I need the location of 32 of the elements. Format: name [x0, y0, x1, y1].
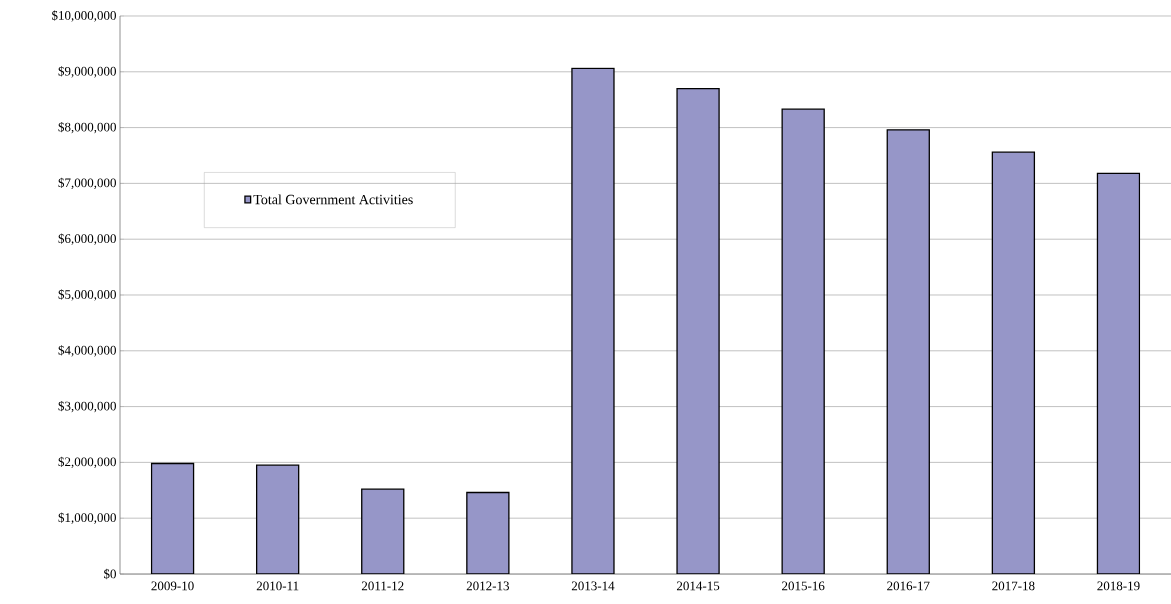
bar [991, 151, 1036, 574]
x-tick-label: 2018-19 [1097, 581, 1140, 591]
bar [886, 129, 930, 574]
bar [466, 491, 510, 574]
x-tick-label: 2010-11 [256, 581, 299, 591]
x-tick-label: 2015-16 [782, 581, 825, 591]
x-tick-label: 2012-13 [466, 581, 510, 591]
bar [255, 464, 300, 574]
x-tick-label: 2016-17 [887, 581, 930, 591]
bar [781, 108, 825, 574]
x-tick-label: 2014-15 [676, 581, 720, 591]
y-tick-label: $5,000,000 [58, 289, 116, 301]
y-tick-label: $7,000,000 [58, 177, 116, 190]
legend-label: Total Government Activities [253, 194, 413, 205]
bar [1096, 172, 1141, 574]
bar [676, 87, 720, 574]
y-tick-label: $0 [104, 568, 116, 580]
y-tick-label: $8,000,000 [58, 121, 116, 134]
y-tick-label: $10,000,000 [52, 10, 116, 22]
y-tick-label: $3,000,000 [58, 400, 116, 413]
y-tick-label: $4,000,000 [58, 345, 116, 357]
bar [361, 488, 405, 574]
bar [571, 67, 615, 574]
x-tick-label: 2013-14 [571, 581, 615, 591]
x-tick-label: 2009-10 [151, 581, 194, 591]
x-tick-label: 2011-12 [361, 581, 404, 591]
y-tick-label: $1,000,000 [58, 512, 116, 524]
bar [150, 462, 195, 574]
y-tick-label: $2,000,000 [58, 456, 116, 469]
x-tick-label: 2017-18 [992, 581, 1035, 591]
y-tick-label: $6,000,000 [58, 233, 116, 245]
y-tick-label: $9,000,000 [58, 66, 116, 78]
